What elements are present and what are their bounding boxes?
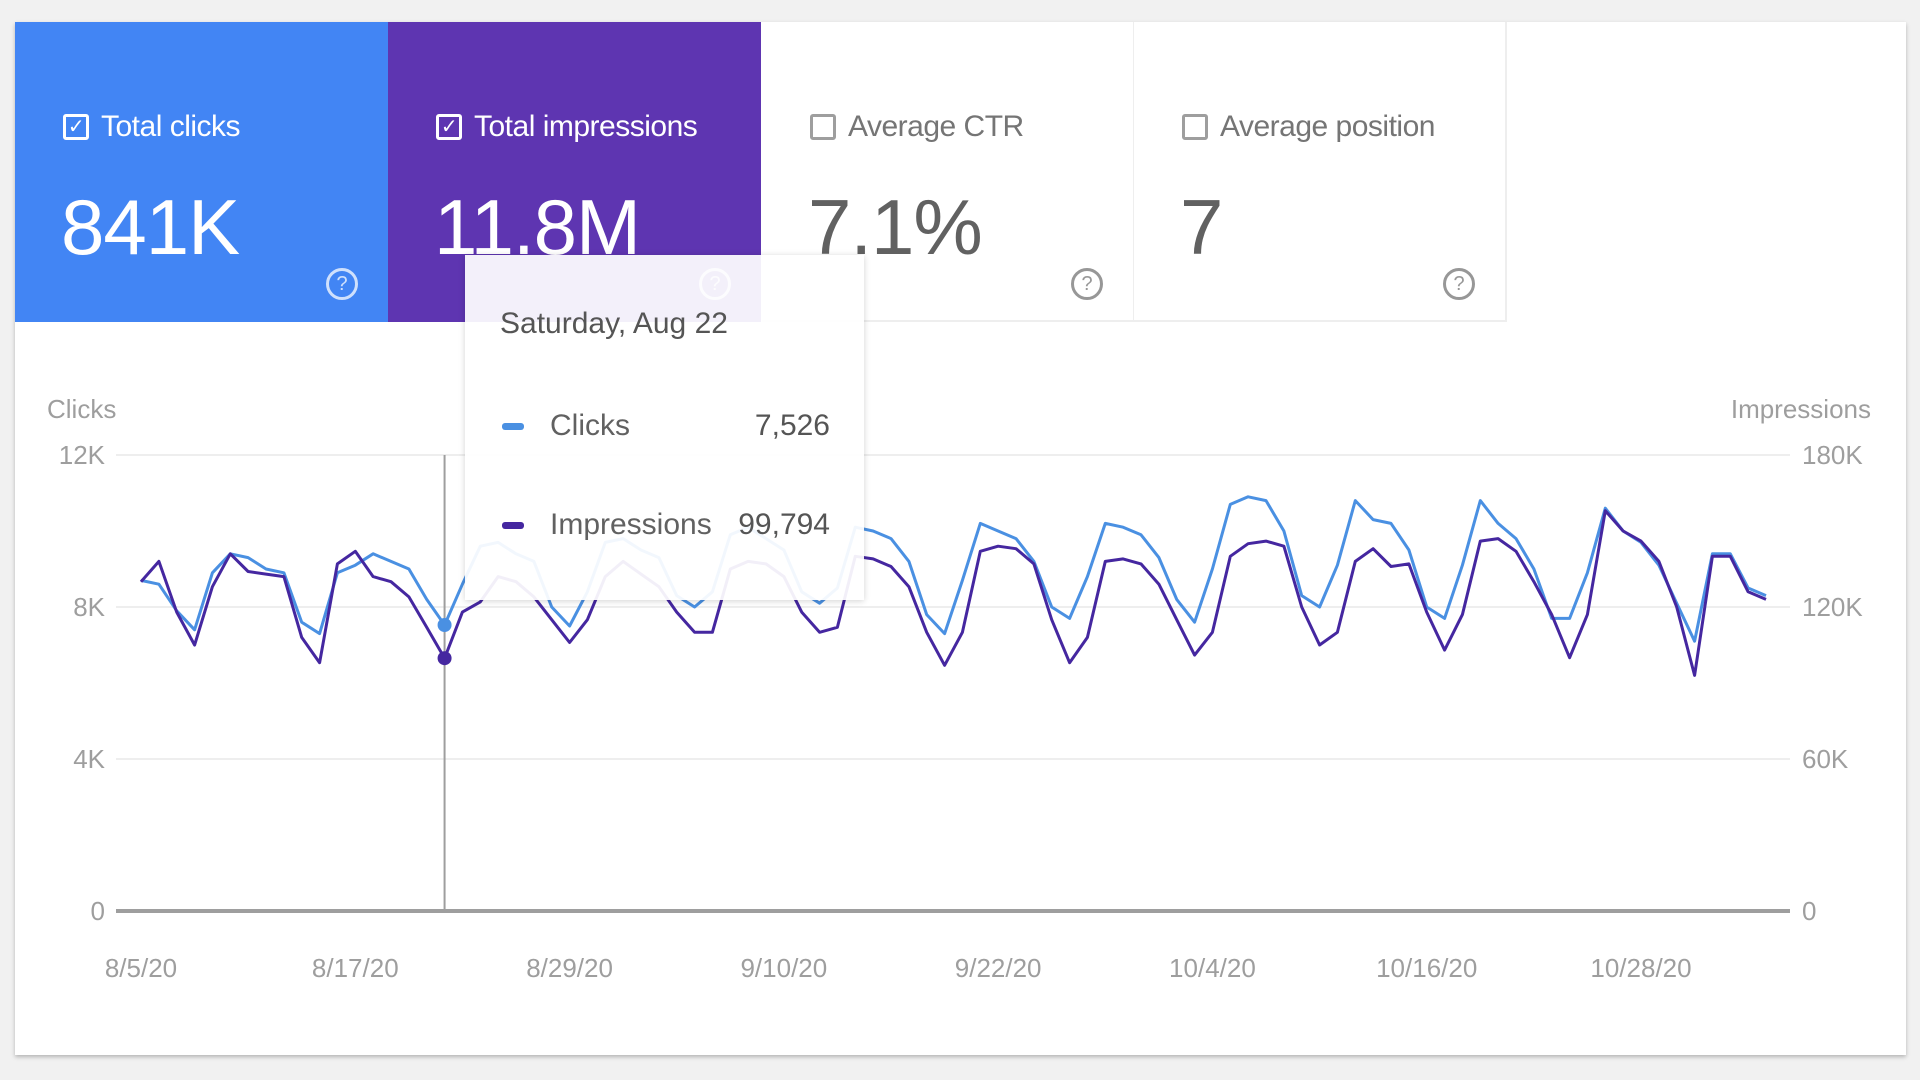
left-tick-label: 4K [73,744,105,774]
checkbox-unchecked-icon[interactable] [1182,114,1208,140]
card-value: 7 [1180,183,1223,271]
tooltip-value: 99,794 [738,508,830,541]
right-tick-label: 180K [1802,440,1863,470]
right-axis-title: Impressions [1731,394,1871,424]
data-point-clicks [437,618,452,633]
checkbox-unchecked-icon[interactable] [810,114,836,140]
tooltip-value: 7,526 [754,409,830,442]
x-tick-label: 8/29/20 [526,953,613,983]
clicks-swatch-icon [502,422,524,430]
series-line-impressions [139,509,1767,677]
x-tick-label: 8/5/20 [105,953,177,983]
checkbox-checked-icon[interactable]: ✓ [63,114,89,140]
tooltip-date: Saturday, Aug 22 [500,307,728,340]
right-tick-label: 120K [1802,592,1863,622]
checkbox-checked-icon[interactable]: ✓ [436,114,462,140]
right-tick-label: 60K [1802,744,1849,774]
right-tick-label: 0 [1802,896,1816,926]
x-tick-label: 10/16/20 [1376,953,1477,983]
left-tick-label: 0 [91,896,105,926]
left-axis-title: Clicks [47,394,116,424]
card-label: Total clicks [101,110,241,143]
x-tick-label: 8/17/20 [312,953,399,983]
card-label: Average position [1220,110,1435,143]
tooltip-row-impressions: Impressions 99,794 [502,505,830,545]
series-line-clicks [140,495,1767,643]
tooltip-label: Clicks [550,409,630,442]
card-label: Average CTR [848,110,1024,143]
data-point-impressions [437,651,452,666]
metric-card-average-position[interactable]: Average position 7 ? [1134,22,1507,322]
metric-card-total-clicks[interactable]: ✓ Total clicks 841K ? [15,22,388,322]
left-tick-label: 8K [73,592,105,622]
card-label: Total impressions [474,110,698,143]
x-tick-label: 9/10/20 [740,953,827,983]
left-tick-label: 12K [59,440,106,470]
chart-tooltip: Saturday, Aug 22 Clicks 7,526 Impression… [465,255,864,600]
help-icon[interactable]: ? [1443,268,1475,300]
impressions-swatch-icon [502,521,524,529]
x-tick-label: 9/22/20 [955,953,1042,983]
help-icon[interactable]: ? [326,268,358,300]
card-value: 841K [61,183,240,271]
x-tick-label: 10/28/20 [1590,953,1691,983]
metric-card-average-ctr[interactable]: Average CTR 7.1% ? [762,22,1135,322]
tooltip-row-clicks: Clicks 7,526 [502,406,830,446]
help-icon[interactable]: ? [1071,268,1103,300]
tooltip-label: Impressions [550,508,712,541]
x-tick-label: 10/4/20 [1169,953,1256,983]
